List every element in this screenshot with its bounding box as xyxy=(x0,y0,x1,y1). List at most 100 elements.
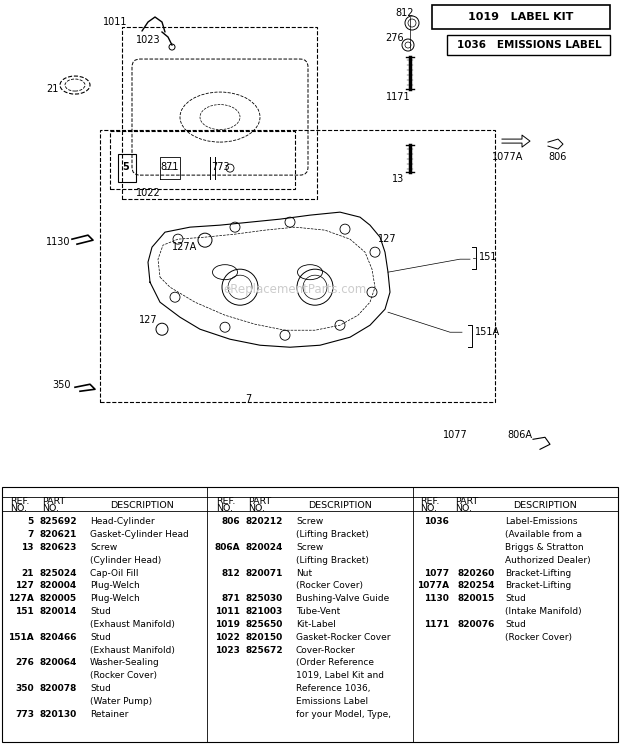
Text: 806A: 806A xyxy=(508,430,533,440)
Text: REF.: REF. xyxy=(10,497,29,506)
Text: 7: 7 xyxy=(28,530,34,539)
Text: 820014: 820014 xyxy=(40,607,78,616)
Text: Bushing-Valve Guide: Bushing-Valve Guide xyxy=(296,594,389,603)
Text: DESCRIPTION: DESCRIPTION xyxy=(513,501,577,510)
Text: 1077: 1077 xyxy=(424,568,449,577)
Text: NO.: NO. xyxy=(216,504,233,513)
Text: (Lifting Bracket): (Lifting Bracket) xyxy=(296,530,369,539)
Text: (Intake Manifold): (Intake Manifold) xyxy=(505,607,582,616)
Text: Stud: Stud xyxy=(505,620,526,629)
Text: 820024: 820024 xyxy=(246,543,283,552)
Text: 820150: 820150 xyxy=(246,633,283,642)
Text: REF.: REF. xyxy=(216,497,236,506)
Text: 806: 806 xyxy=(221,517,240,526)
Text: Authorized Dealer): Authorized Dealer) xyxy=(505,556,591,565)
Text: (Rocker Cover): (Rocker Cover) xyxy=(296,581,363,591)
Text: 825650: 825650 xyxy=(246,620,283,629)
Text: 1036   EMISSIONS LABEL: 1036 EMISSIONS LABEL xyxy=(457,40,601,50)
Text: Stud: Stud xyxy=(90,633,111,642)
Text: DESCRIPTION: DESCRIPTION xyxy=(110,501,174,510)
Text: 806: 806 xyxy=(549,152,567,162)
Text: Stud: Stud xyxy=(90,607,111,616)
Text: 821003: 821003 xyxy=(246,607,283,616)
Text: 1023: 1023 xyxy=(136,35,161,45)
Text: 820015: 820015 xyxy=(457,594,494,603)
Text: 1019, Label Kit and: 1019, Label Kit and xyxy=(296,671,384,680)
Text: NO.: NO. xyxy=(10,504,27,513)
Text: Stud: Stud xyxy=(90,684,111,693)
Text: 151: 151 xyxy=(16,607,34,616)
Text: Label-Emissions: Label-Emissions xyxy=(505,517,577,526)
Text: 276: 276 xyxy=(15,658,34,667)
Text: 820466: 820466 xyxy=(40,633,78,642)
Text: 871: 871 xyxy=(221,594,240,603)
Text: (Cylinder Head): (Cylinder Head) xyxy=(90,556,161,565)
Text: Kit-Label: Kit-Label xyxy=(296,620,336,629)
Text: Cap-Oil Fill: Cap-Oil Fill xyxy=(90,568,138,577)
Text: 151: 151 xyxy=(479,252,497,262)
Text: 820071: 820071 xyxy=(246,568,283,577)
Text: Retainer: Retainer xyxy=(90,710,128,719)
Text: 1023: 1023 xyxy=(215,646,240,655)
Text: Bracket-Lifting: Bracket-Lifting xyxy=(505,581,571,591)
Text: 1171: 1171 xyxy=(424,620,449,629)
Text: (Order Reference: (Order Reference xyxy=(296,658,374,667)
FancyBboxPatch shape xyxy=(432,5,610,29)
Bar xyxy=(122,27,317,199)
Text: Gasket-Cylinder Head: Gasket-Cylinder Head xyxy=(90,530,188,539)
Text: 350: 350 xyxy=(53,380,71,391)
Text: (Rocker Cover): (Rocker Cover) xyxy=(505,633,572,642)
Text: 820004: 820004 xyxy=(40,581,78,591)
Text: 5: 5 xyxy=(123,162,130,172)
Text: Plug-Welch: Plug-Welch xyxy=(90,594,140,603)
Text: PART: PART xyxy=(42,497,65,506)
Text: 1011: 1011 xyxy=(215,607,240,616)
Text: 21: 21 xyxy=(22,568,34,577)
Text: Cover-Rocker: Cover-Rocker xyxy=(296,646,356,655)
Text: 825030: 825030 xyxy=(246,594,283,603)
Text: 127A: 127A xyxy=(172,242,198,252)
Text: NO.: NO. xyxy=(248,504,265,513)
Bar xyxy=(118,154,136,182)
Text: Head-Cylinder: Head-Cylinder xyxy=(90,517,154,526)
Text: Washer-Sealing: Washer-Sealing xyxy=(90,658,160,667)
Text: 1171: 1171 xyxy=(386,92,410,102)
Text: 1130: 1130 xyxy=(46,237,70,247)
Text: 773: 773 xyxy=(15,710,34,719)
Text: 820254: 820254 xyxy=(457,581,495,591)
Text: 820076: 820076 xyxy=(457,620,494,629)
Text: PART: PART xyxy=(455,497,478,506)
Text: 871: 871 xyxy=(161,162,179,172)
Text: (Water Pump): (Water Pump) xyxy=(90,697,152,706)
Text: 1022: 1022 xyxy=(215,633,240,642)
Text: 820130: 820130 xyxy=(40,710,78,719)
Text: 820621: 820621 xyxy=(40,530,78,539)
Text: Reference 1036,: Reference 1036, xyxy=(296,684,371,693)
Text: 350: 350 xyxy=(16,684,34,693)
Text: 1019: 1019 xyxy=(215,620,240,629)
Text: 13: 13 xyxy=(22,543,34,552)
Text: Tube-Vent: Tube-Vent xyxy=(296,607,340,616)
Text: 820623: 820623 xyxy=(40,543,78,552)
Text: 825692: 825692 xyxy=(40,517,78,526)
Text: 820260: 820260 xyxy=(457,568,494,577)
Text: 1077A: 1077A xyxy=(417,581,449,591)
Text: Screw: Screw xyxy=(296,517,323,526)
Text: REF.: REF. xyxy=(420,497,440,506)
Text: NO.: NO. xyxy=(420,504,437,513)
Text: DESCRIPTION: DESCRIPTION xyxy=(308,501,372,510)
Text: (Exhaust Manifold): (Exhaust Manifold) xyxy=(90,620,175,629)
Text: for your Model, Type,: for your Model, Type, xyxy=(296,710,391,719)
Text: Gasket-Rocker Cover: Gasket-Rocker Cover xyxy=(296,633,391,642)
Text: (Lifting Bracket): (Lifting Bracket) xyxy=(296,556,369,565)
Text: 1036: 1036 xyxy=(424,517,449,526)
Text: Screw: Screw xyxy=(296,543,323,552)
Text: 127: 127 xyxy=(15,581,34,591)
Text: 1011: 1011 xyxy=(103,17,127,27)
Text: NO.: NO. xyxy=(455,504,472,513)
Text: 276: 276 xyxy=(386,33,404,43)
Text: 151A: 151A xyxy=(8,633,34,642)
Text: 820005: 820005 xyxy=(40,594,77,603)
Text: 820212: 820212 xyxy=(246,517,283,526)
Text: 812: 812 xyxy=(221,568,240,577)
